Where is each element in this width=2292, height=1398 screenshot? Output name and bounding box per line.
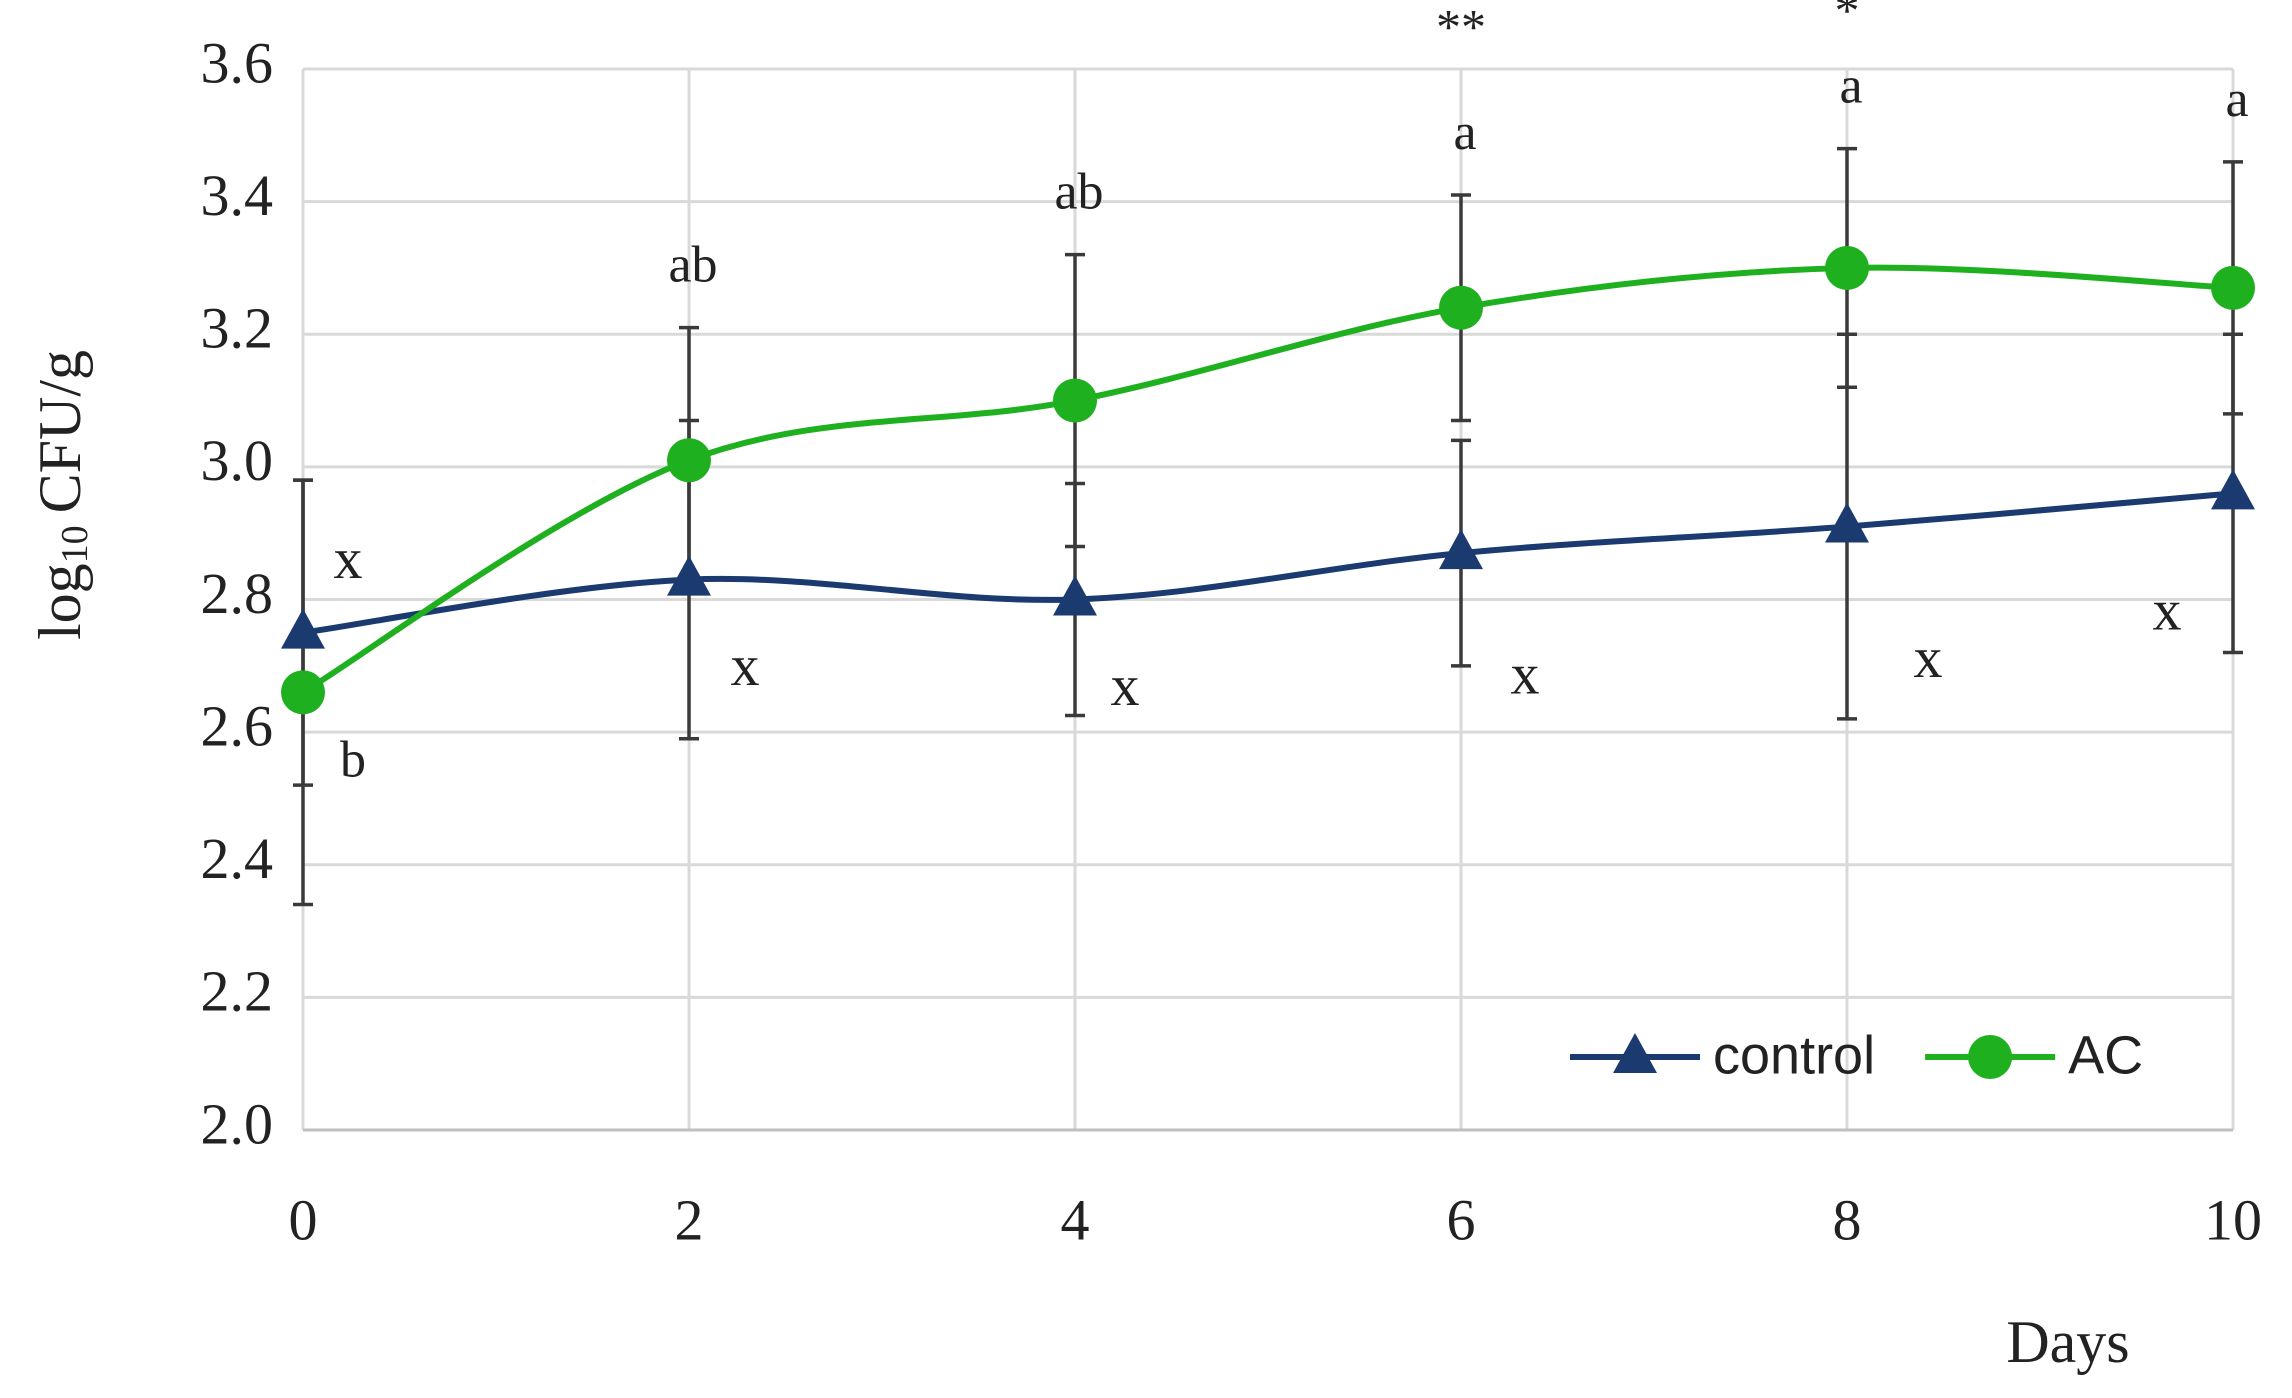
group-letter: x [731,633,760,698]
legend-label: AC [2068,1025,2143,1085]
x-tick-label: 8 [1833,1187,1862,1252]
group-letter: a [2225,71,2248,128]
data-point [1053,378,1097,423]
legend-marker [1613,1033,1657,1073]
x-axis-title: Days [2006,1309,2129,1375]
series-line [301,264,2234,695]
data-point [2211,265,2255,310]
legend-item: AC [1925,1025,2143,1085]
data-point [2211,469,2255,510]
y-label-prefix: log [27,563,93,640]
x-tick-label: 6 [1447,1187,1476,1252]
data-point [1825,502,1869,543]
y-tick-label: 2.8 [201,561,274,626]
y-label-subscript: 10 [54,525,96,563]
x-tick-label: 4 [1061,1187,1090,1252]
data-point [1825,245,1869,290]
group-letter: ab [1054,164,1103,221]
data-point [1439,285,1483,330]
y-tick-label: 3.4 [201,163,274,228]
group-letter: ab [668,237,717,294]
data-point [667,555,711,596]
y-tick-label: 2.0 [201,1091,274,1156]
y-tick-label: 3.0 [201,428,274,493]
x-tick-label: 10 [2204,1187,2262,1252]
data-point [281,670,325,715]
data-point [667,438,711,483]
significance-mark: * [1835,0,1860,38]
group-letter: b [340,731,366,788]
y-tick-label: 3.2 [201,296,274,361]
group-letter: x [334,526,363,591]
group-letter: x [1111,653,1140,718]
group-letter: x [1914,625,1943,690]
group-letter: a [1839,58,1862,115]
significance-mark: ** [1436,0,1486,54]
group-letter: x [2153,578,2182,643]
y-tick-label: 2.4 [201,826,274,891]
y-tick-label: 2.6 [201,693,274,758]
data-point [281,608,325,649]
group-letter: a [1453,104,1476,161]
x-tick-label: 2 [675,1187,704,1252]
legend-label: control [1713,1025,1875,1085]
y-tick-label: 3.6 [201,30,274,95]
group-letter: x [1511,641,1540,706]
data-point [1053,575,1097,616]
y-label-text: CFU/g [27,350,93,513]
x-tick-label: 0 [289,1187,318,1252]
legend-item: control [1570,1025,1875,1085]
y-tick-label: 2.2 [201,959,274,1024]
legend-marker [1968,1035,2013,1079]
series-line [302,490,2234,636]
data-point [1439,529,1483,570]
y-axis-title: log10 CFU/g [27,350,96,640]
